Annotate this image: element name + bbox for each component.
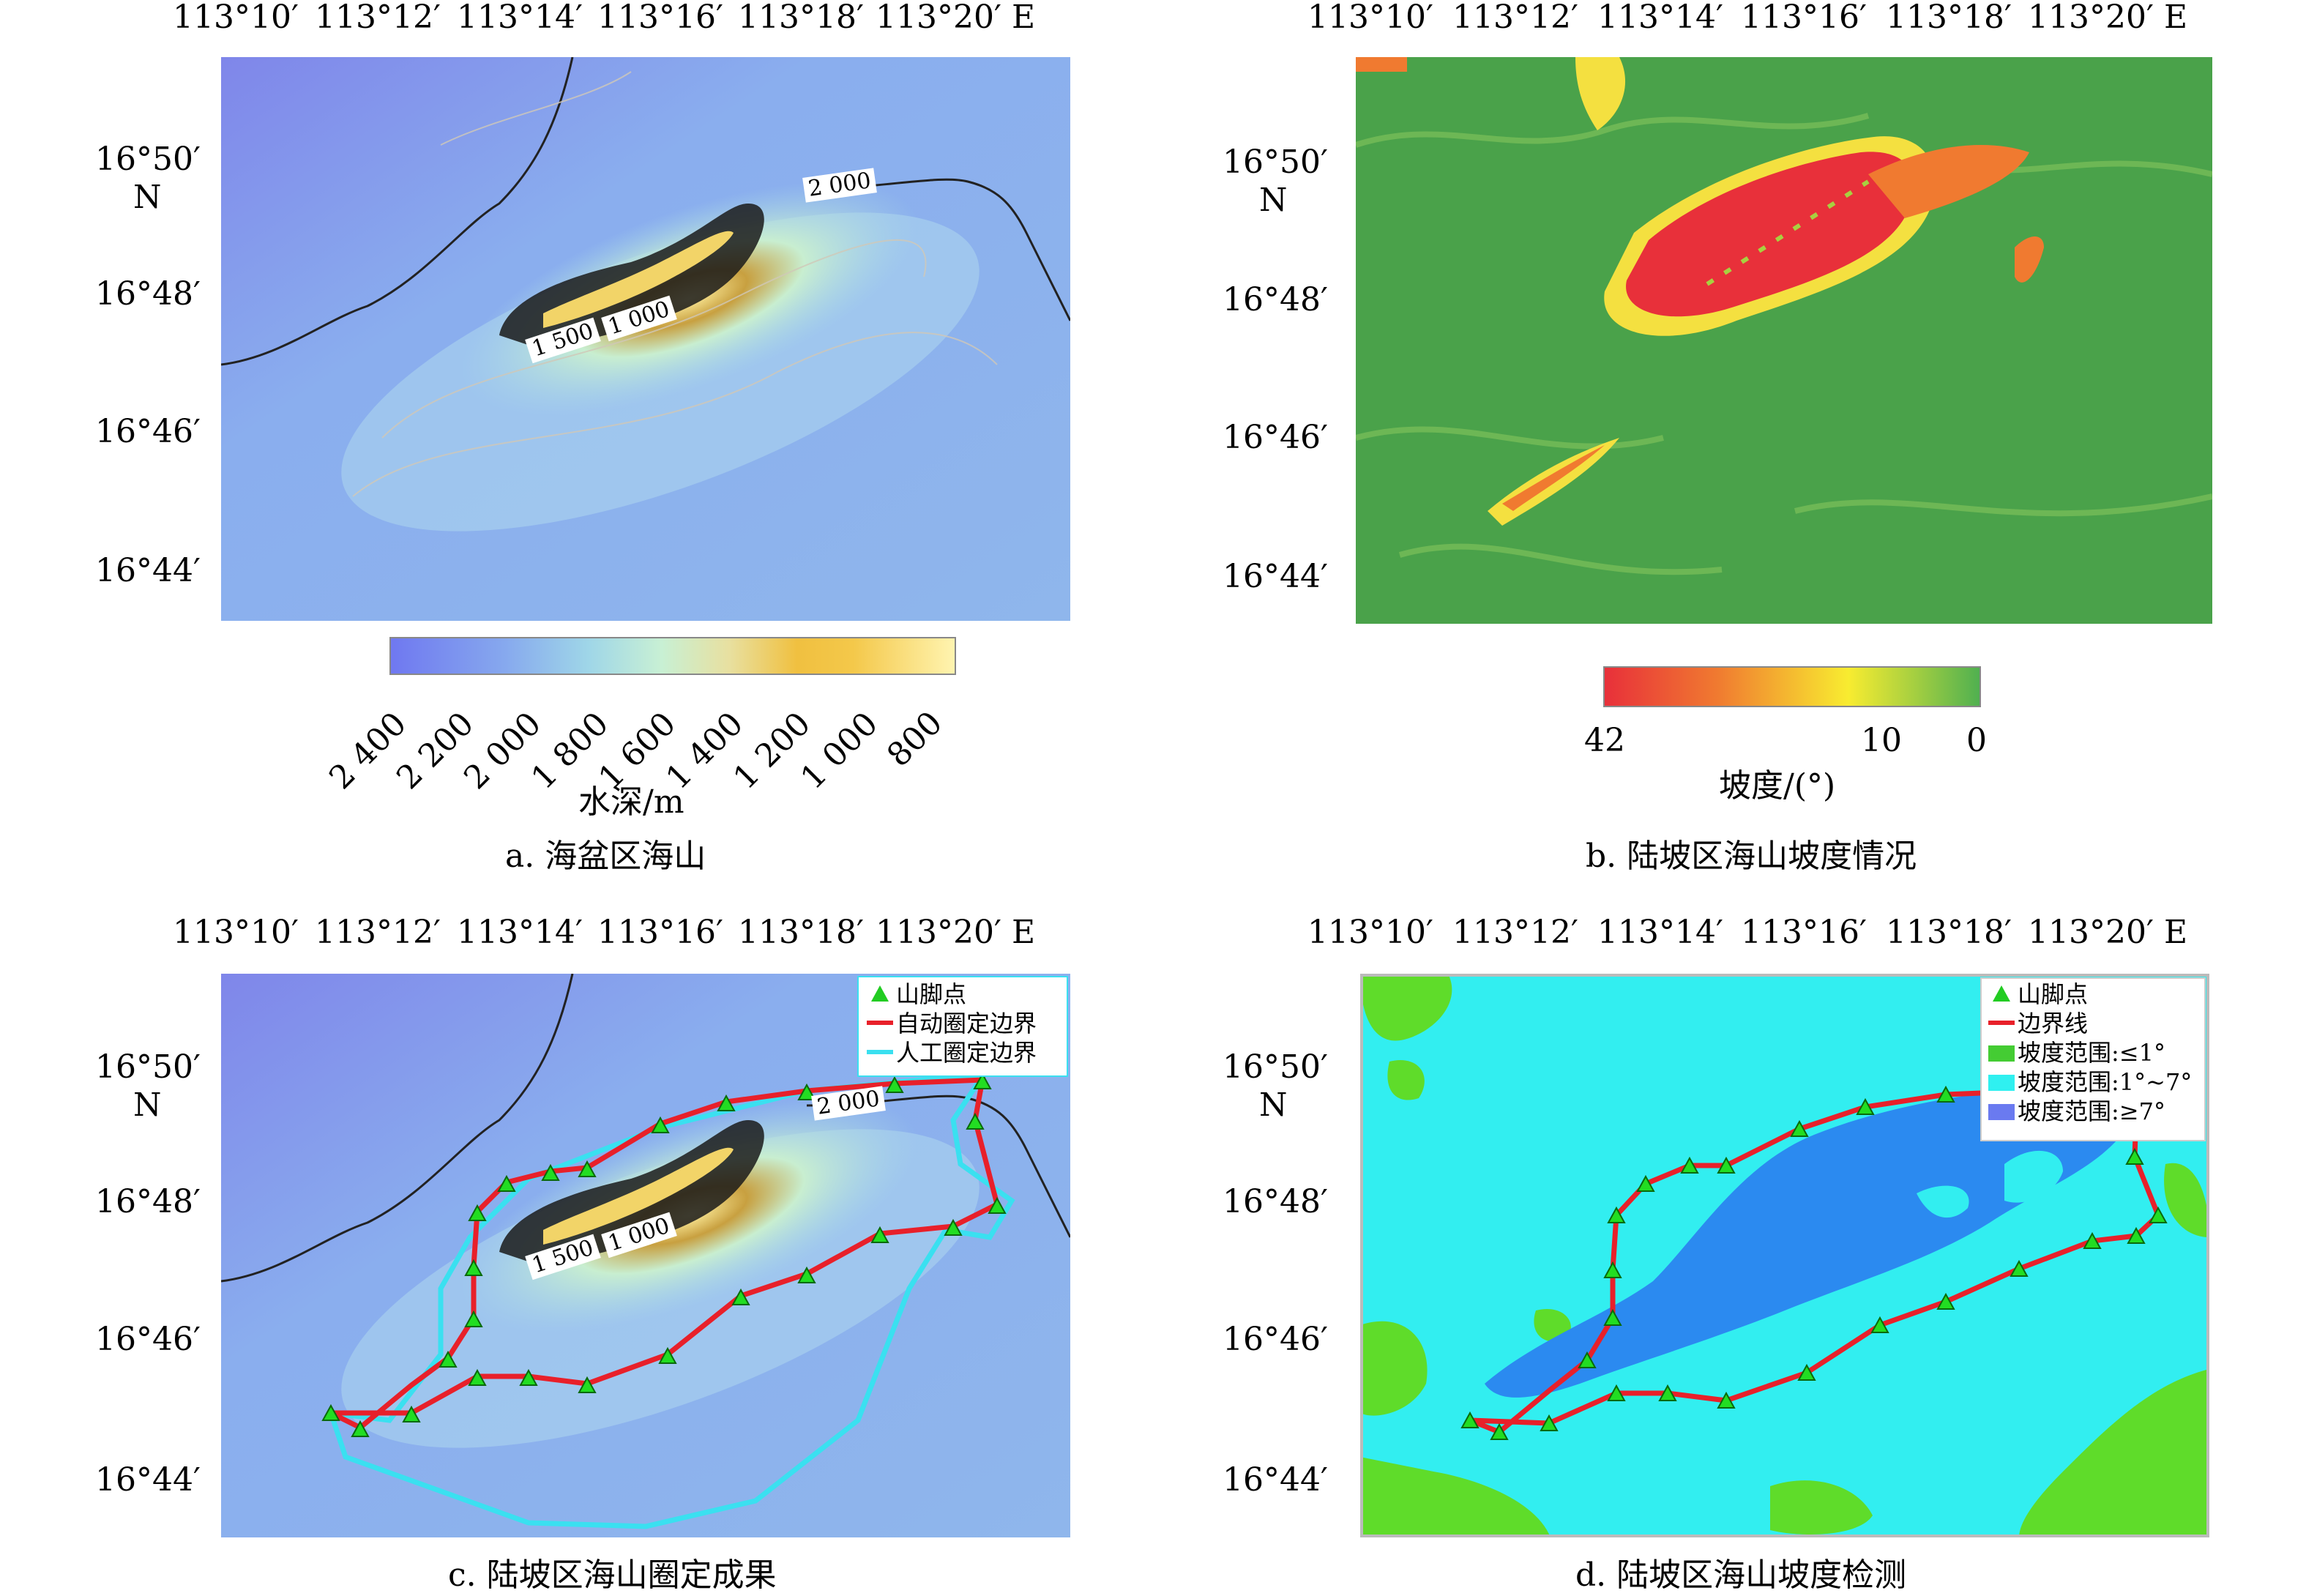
cbar-a-tick-4: 1 800 (524, 705, 616, 797)
cbar-a-tick-8: 1 000 (794, 705, 886, 797)
legend-d-triangle-icon (1993, 985, 2010, 1002)
left-tick-b-4: 16°44′ (1223, 558, 1328, 595)
caption-a: a. 海盆区海山 (505, 838, 706, 875)
cbar-b-title: 坡度/(°) (1719, 767, 1836, 805)
left-tick-b-n: N (1259, 182, 1288, 219)
top-tick-a-1: 113°10′ (173, 0, 299, 36)
legend-d-item-1: 山脚点 (2018, 980, 2089, 1008)
top-tick-d-3: 113°14′ (1597, 914, 1723, 951)
manual-boundary-line (328, 1073, 1015, 1529)
left-tick-a-2: 16°48′ (95, 275, 201, 313)
left-tick-a-4: 16°44′ (95, 552, 201, 589)
legend-c-item-1: 山脚点 (896, 980, 967, 1008)
top-tick-d-6: 113°20′ E (2028, 914, 2188, 951)
left-tick-d-4: 16°44′ (1223, 1461, 1328, 1499)
top-tick-a-4: 113°16′ (597, 0, 723, 36)
slope-map-b (1356, 57, 2212, 624)
cbar-a-tick-5: 1 600 (592, 705, 684, 797)
panel-d: 113°10′ 113°12′ 113°14′ 113°16′ 113°18′ … (1142, 879, 2306, 1596)
cbar-a-tick-6: 1 400 (659, 705, 751, 797)
left-tick-d-n: N (1259, 1086, 1288, 1124)
legend-d-item-5: 坡度范围:≥7° (2018, 1097, 2165, 1125)
legend-d-cyan-swatch (1988, 1075, 2015, 1091)
left-tick-c-2: 16°48′ (95, 1183, 201, 1220)
caption-b: b. 陆坡区海山坡度情况 (1586, 838, 1917, 875)
cbar-a-tick-7: 1 200 (726, 705, 818, 797)
top-tick-c-1: 113°10′ (173, 914, 299, 951)
legend-c: 山脚点 自动圈定边界 人工圈定边界 (862, 980, 1067, 1076)
legend-cyan-line-icon (867, 1050, 893, 1054)
panel-c: 113°10′ 113°12′ 113°14′ 113°16′ 113°18′ … (0, 879, 1142, 1596)
left-tick-c-1: 16°50′ (95, 1048, 201, 1086)
cbar-a-tick-3: 2 000 (457, 705, 549, 797)
top-tick-b-1: 113°10′ (1307, 0, 1433, 36)
panel-b: 113°10′ 113°12′ 113°14′ 113°16′ 113°18′ … (1142, 0, 2306, 879)
left-tick-a-3: 16°46′ (95, 413, 201, 450)
panel-a: 113°10′ 113°12′ 113°14′ 113°16′ 113°18′ … (0, 0, 1142, 879)
top-tick-d-4: 113°16′ (1741, 914, 1867, 951)
legend-d: 山脚点 边界线 坡度范围:≤1° 坡度范围:1°~7° 坡度范围:≥7° (1984, 980, 2206, 1141)
top-tick-d-5: 113°18′ (1886, 914, 2012, 951)
cbar-b-tick-3: 0 (1966, 722, 1987, 759)
colorbar-a (389, 637, 956, 675)
legend-d-blue-swatch (1988, 1104, 2015, 1120)
legend-c-item-3: 人工圈定边界 (896, 1039, 1037, 1067)
bathymetry-map-a (221, 57, 1070, 621)
left-tick-b-1: 16°50′ (1223, 143, 1328, 181)
left-tick-b-2: 16°48′ (1223, 281, 1328, 318)
legend-triangle-icon (871, 985, 889, 1002)
legend-d-green-swatch (1988, 1045, 2015, 1062)
cbar-b-tick-1: 42 (1584, 722, 1625, 759)
top-tick-c-5: 113°18′ (738, 914, 864, 951)
top-tick-c-2: 113°12′ (315, 914, 441, 951)
left-tick-d-3: 16°46′ (1223, 1321, 1328, 1358)
left-tick-b-3: 16°46′ (1223, 419, 1328, 456)
cbar-a-tick-9: 800 (879, 704, 950, 775)
left-tick-a-1: 16°50′ (95, 141, 201, 178)
top-tick-d-1: 113°10′ (1307, 914, 1433, 951)
top-tick-b-4: 113°16′ (1741, 0, 1867, 36)
legend-d-item-4: 坡度范围:1°~7° (2018, 1068, 2193, 1096)
delineation-map-c (221, 974, 1070, 1537)
legend-c-item-2: 自动圈定边界 (896, 1010, 1037, 1037)
legend-d-line-icon (1988, 1021, 2015, 1025)
top-tick-d-2: 113°12′ (1452, 914, 1578, 951)
top-tick-a-2: 113°12′ (315, 0, 441, 36)
left-tick-c-n: N (133, 1086, 162, 1124)
colorbar-b (1603, 666, 1981, 707)
left-tick-c-3: 16°46′ (95, 1321, 201, 1358)
top-tick-b-3: 113°14′ (1597, 0, 1723, 36)
top-tick-b-6: 113°20′ E (2028, 0, 2188, 36)
legend-red-line-icon (867, 1021, 893, 1025)
left-tick-d-1: 16°50′ (1223, 1048, 1328, 1086)
top-tick-b-2: 113°12′ (1452, 0, 1578, 36)
top-tick-b-5: 113°18′ (1886, 0, 2012, 36)
top-tick-a-3: 113°14′ (457, 0, 583, 36)
legend-d-item-2: 边界线 (2018, 1010, 2089, 1037)
top-tick-a-5: 113°18′ (738, 0, 864, 36)
caption-d: d. 陆坡区海山坡度检测 (1575, 1556, 1907, 1594)
legend-d-item-3: 坡度范围:≤1° (2018, 1039, 2165, 1067)
top-tick-c-4: 113°16′ (597, 914, 723, 951)
top-tick-a-6: 113°20′ E (876, 0, 1036, 36)
cbar-a-title: 水深/m (578, 783, 684, 821)
left-tick-d-2: 16°48′ (1223, 1183, 1328, 1220)
top-tick-c-6: 113°20′ E (876, 914, 1036, 951)
left-tick-c-4: 16°44′ (95, 1461, 201, 1499)
caption-c: c. 陆坡区海山圈定成果 (448, 1556, 777, 1594)
top-tick-c-3: 113°14′ (457, 914, 583, 951)
cbar-a-tick-2: 2 200 (389, 705, 482, 797)
slope-check-map-d (1360, 974, 2209, 1537)
foot-points (321, 1072, 1007, 1437)
cbar-b-tick-2: 10 (1861, 722, 1902, 759)
left-tick-a-n: N (133, 179, 162, 216)
cbar-a-tick-1: 2 400 (322, 705, 414, 797)
